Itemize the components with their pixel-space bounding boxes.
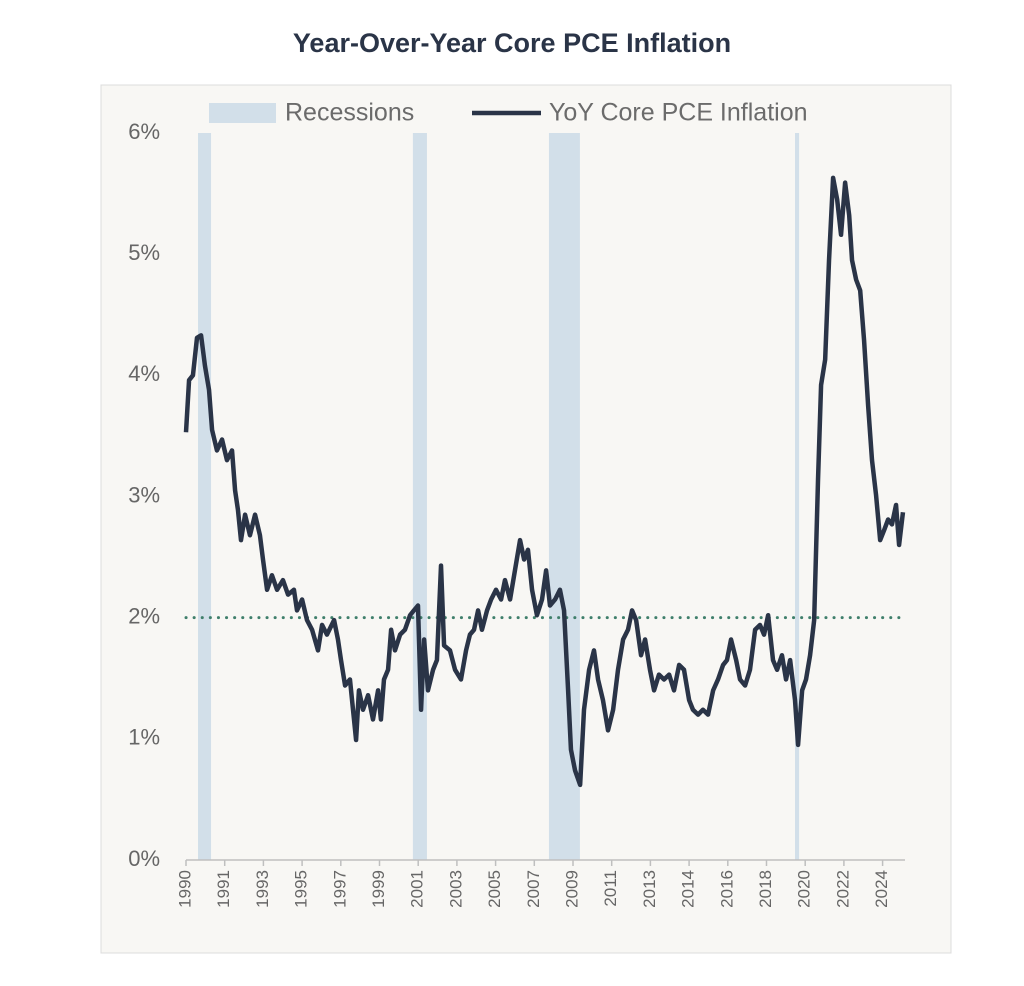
chart-title: Year-Over-Year Core PCE Inflation: [293, 28, 731, 58]
x-tick-label: 1993: [253, 870, 272, 908]
legend-label: YoY Core PCE Inflation: [549, 99, 808, 127]
y-tick-label: 2%: [128, 603, 160, 628]
x-tick-label: 2024: [872, 870, 891, 908]
x-tick-label: 2022: [833, 870, 852, 908]
x-tick-label: 2009: [562, 870, 581, 908]
x-tick-label: 2011: [601, 870, 620, 907]
x-tick-label: 2013: [640, 870, 659, 908]
x-tick-label: 1995: [292, 870, 311, 908]
recession-band: [795, 133, 800, 860]
x-tick-label: 1991: [214, 870, 233, 908]
x-tick-label: 2020: [795, 870, 814, 908]
data-line: [183, 175, 906, 788]
x-tick-label: 1990: [175, 870, 194, 908]
y-tick-label: 5%: [128, 240, 160, 265]
x-tick-label: 2014: [679, 870, 698, 908]
y-tick-label: 0%: [128, 846, 160, 871]
y-tick-label: 4%: [128, 361, 160, 386]
x-tick-label: 2016: [717, 870, 736, 908]
y-tick-label: 6%: [128, 119, 160, 144]
x-tick-label: 2007: [524, 870, 543, 908]
x-tick-label: 2018: [756, 870, 775, 908]
x-tick-label: 2001: [408, 870, 427, 908]
legend-swatch: [209, 103, 276, 123]
plot-panel: [100, 84, 952, 954]
plot: 0% 1% 2% 3% 4% 5% 6% 1990 1991 1993 1995 1997 1999 20…: [128, 99, 907, 908]
y-tick-label: 1%: [128, 725, 160, 750]
x-tick-label: 1997: [330, 870, 349, 908]
x-tick-label: 1999: [369, 870, 388, 908]
y-tick-label: 3%: [128, 482, 160, 507]
x-tick-label: 2003: [446, 870, 465, 908]
recession-band: [548, 133, 580, 860]
x-tick-label: 2005: [485, 870, 504, 908]
recession-band: [412, 133, 427, 860]
legend-label: Recessions: [285, 99, 414, 127]
recession-band: [198, 133, 212, 860]
